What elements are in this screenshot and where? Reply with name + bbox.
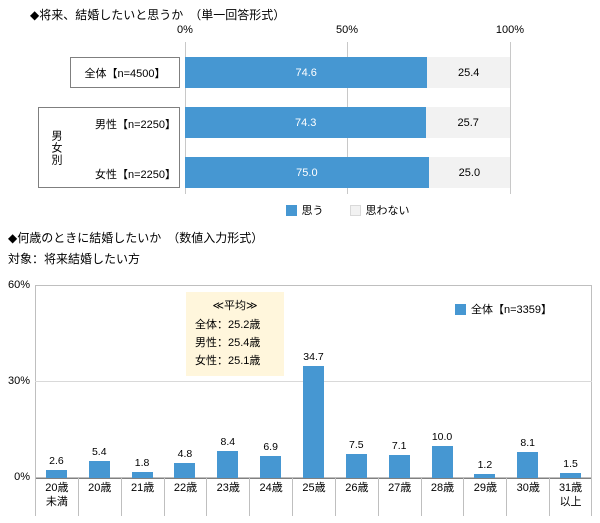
chart2-category-axis: 20歳 未満 20歳 21歳 22歳 23歳 24歳 25歳 26歳 27歳 28歳 29歳 30歳 3… — [35, 478, 592, 518]
gridline-100pct — [510, 42, 511, 194]
category-label: 20歳 — [77, 478, 121, 516]
x-axis-tick-50: 50% — [335, 24, 359, 36]
bar — [88, 460, 110, 478]
average-annotation: ≪平均≫ 全体：25.2歳 男性：25.4歳 女性：25.1歳 — [186, 292, 284, 376]
annotation-line-male: 男性：25.4歳 — [195, 337, 261, 349]
y-tick-30: 30% — [7, 375, 30, 387]
bar — [345, 453, 367, 478]
x-axis-tick-0: 0% — [177, 24, 193, 36]
bar — [388, 455, 410, 478]
chart2-title: ◆何歳のときに結婚したいか （数値入力形式） — [8, 231, 264, 245]
bar — [560, 473, 582, 478]
bar-value-label: 34.7 — [303, 351, 324, 364]
stacked-bar-row: 74.6 25.4 — [185, 57, 510, 88]
bar — [431, 445, 453, 478]
category-label: 23歳 — [206, 478, 249, 516]
bar-segment-omou: 75.0 — [185, 157, 429, 188]
category-label: 26歳 — [334, 478, 378, 516]
legend-label-omowanai: 思わない — [365, 205, 410, 217]
annotation-heading: ≪平均≫ — [212, 300, 258, 312]
bar-value-label: 5.4 — [91, 445, 107, 458]
bar — [474, 474, 496, 478]
bar-segment-omowanai: 25.4 — [427, 57, 510, 88]
category-box-total: 全体【n=4500】 — [70, 57, 180, 88]
y-tick-0: 0% — [14, 471, 30, 483]
bar — [217, 450, 239, 478]
category-label: 24歳 — [249, 478, 292, 516]
category-label: 20歳 未満 — [35, 478, 78, 516]
category-label: 21歳 — [120, 478, 164, 516]
bar-value-label: 1.8 — [134, 457, 150, 470]
stacked-bar-row: 75.0 25.0 — [185, 157, 510, 188]
legend-label-zentai: 全体【n=3359】 — [471, 304, 553, 316]
chart2-target: 対象：将来結婚したい方 — [8, 252, 141, 266]
bar-value-label: 74.3 — [295, 116, 317, 129]
bar-value-label: 25.7 — [457, 116, 479, 129]
bar-value-label: 8.4 — [220, 435, 236, 448]
bar-value-label: 25.0 — [458, 166, 481, 179]
chart1-legend: 思う 思わない — [185, 202, 510, 218]
bar — [260, 455, 282, 478]
x-axis-tick-100: 100% — [495, 24, 525, 36]
legend-swatch-omowanai — [349, 204, 361, 216]
bar-value-label: 4.8 — [177, 447, 193, 460]
category-label-male: 男性【n=2250】 — [94, 119, 176, 131]
legend-item-omou: 思う — [285, 202, 324, 218]
legend-item-omowanai: 思わない — [349, 202, 410, 218]
chart1-bars-area: 74.6 25.4 74.3 25.7 75.0 25.0 — [185, 57, 510, 188]
bar — [45, 469, 67, 478]
stacked-bar-row: 74.3 25.7 — [185, 107, 510, 138]
bar-value-label: 1.2 — [477, 459, 493, 472]
group-label-gender: 男女別 — [50, 129, 62, 166]
bar-value-label: 2.6 — [49, 454, 64, 467]
gender-group-box: 男女別 — [38, 107, 180, 188]
annotation-line-total: 全体：25.2歳 — [195, 319, 261, 331]
bar-value-label: 1.5 — [563, 458, 578, 471]
chart1-title: ◆将来、結婚したいと思うか （単一回答形式） — [30, 8, 286, 22]
category-label: 29歳 — [463, 478, 506, 516]
category-label-female: 女性【n=2250】 — [94, 169, 176, 181]
bar — [303, 366, 324, 478]
bar-segment-omowanai: 25.0 — [428, 157, 510, 188]
annotation-line-female: 女性：25.1歳 — [195, 355, 261, 367]
bar-segment-omou: 74.3 — [185, 107, 427, 138]
bar-value-label: 10.0 — [431, 430, 453, 443]
category-label: 30歳 — [506, 478, 549, 516]
bar-value-label: 8.1 — [520, 436, 536, 449]
bar — [517, 451, 539, 478]
bar-segment-omowanai: 25.7 — [426, 107, 510, 138]
category-label: 31歳 以上 — [549, 478, 592, 516]
category-label: 28歳 — [420, 478, 464, 516]
x-axis-line — [35, 478, 592, 479]
bar-value-label: 25.4 — [458, 66, 480, 79]
legend-swatch-omou — [285, 204, 297, 216]
bar-value-label: 75.0 — [296, 166, 318, 179]
category-label: 22歳 — [163, 478, 207, 516]
bar-segment-omou: 74.6 — [185, 57, 428, 88]
chart2-plot: 2.6 5.4 1.8 4.8 8.4 6.9 34.7 7.5 7.1 10.0 1.2 8.1 1.… — [35, 285, 592, 478]
chart2-legend: 全体【n=3359】 — [455, 301, 552, 317]
legend-label-omou: 思う — [301, 205, 324, 217]
bar-value-label: 7.1 — [391, 440, 407, 453]
bar — [131, 472, 153, 478]
legend-swatch-zentai — [455, 303, 466, 315]
bar-value-label: 7.5 — [349, 438, 364, 451]
category-label: 25歳 — [292, 478, 335, 516]
bar — [174, 462, 196, 478]
bar-value-label: 6.9 — [263, 440, 278, 453]
bar-value-label: 74.6 — [295, 66, 317, 79]
category-label: 27歳 — [377, 478, 421, 516]
y-tick-60: 60% — [7, 279, 30, 291]
category-label-total: 全体【n=4500】 — [84, 67, 166, 80]
